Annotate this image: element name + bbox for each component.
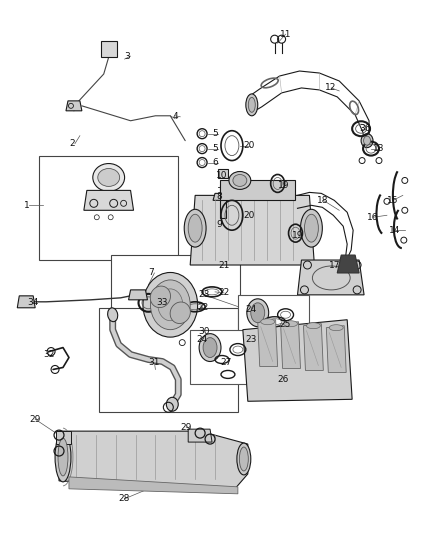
Text: 4: 4 xyxy=(172,112,178,122)
Polygon shape xyxy=(258,320,278,367)
Text: 15: 15 xyxy=(387,196,399,205)
Text: 22: 22 xyxy=(197,303,208,312)
Text: 10: 10 xyxy=(216,171,227,180)
Polygon shape xyxy=(188,429,212,442)
Ellipse shape xyxy=(158,289,183,321)
Polygon shape xyxy=(218,168,228,179)
Polygon shape xyxy=(213,193,237,200)
Bar xyxy=(190,330,262,384)
Polygon shape xyxy=(56,431,71,444)
Ellipse shape xyxy=(199,334,221,361)
Polygon shape xyxy=(59,431,248,489)
Ellipse shape xyxy=(229,172,251,189)
Text: 29: 29 xyxy=(29,415,41,424)
Ellipse shape xyxy=(247,299,268,327)
Bar xyxy=(111,255,240,354)
Text: 23: 23 xyxy=(198,290,209,300)
Ellipse shape xyxy=(233,174,247,187)
Ellipse shape xyxy=(150,280,190,330)
Ellipse shape xyxy=(329,325,343,330)
Bar xyxy=(238,295,309,352)
Text: 29: 29 xyxy=(180,423,191,432)
Polygon shape xyxy=(220,185,226,218)
Text: 21: 21 xyxy=(218,261,230,270)
Polygon shape xyxy=(326,326,346,373)
Text: 18: 18 xyxy=(318,196,329,205)
Ellipse shape xyxy=(283,321,297,327)
Ellipse shape xyxy=(188,214,202,242)
Text: 7: 7 xyxy=(148,269,154,278)
Ellipse shape xyxy=(166,397,178,411)
Text: 20: 20 xyxy=(244,141,255,150)
Ellipse shape xyxy=(304,214,318,242)
Ellipse shape xyxy=(251,303,265,322)
Text: 19: 19 xyxy=(292,231,303,240)
Text: 33: 33 xyxy=(156,298,168,308)
Text: 6: 6 xyxy=(212,158,218,167)
Text: 34: 34 xyxy=(27,298,39,308)
Ellipse shape xyxy=(364,136,371,145)
Polygon shape xyxy=(304,324,323,370)
Ellipse shape xyxy=(58,438,68,476)
Text: 32: 32 xyxy=(43,350,54,359)
Polygon shape xyxy=(220,181,294,200)
Ellipse shape xyxy=(261,319,275,325)
Text: 36: 36 xyxy=(359,124,371,133)
Text: 26: 26 xyxy=(278,375,289,384)
Text: 5: 5 xyxy=(212,129,218,138)
Ellipse shape xyxy=(55,432,71,482)
Ellipse shape xyxy=(240,447,248,471)
Ellipse shape xyxy=(248,98,255,112)
Polygon shape xyxy=(190,196,314,265)
Text: 22: 22 xyxy=(218,288,229,297)
Ellipse shape xyxy=(203,337,217,358)
Polygon shape xyxy=(17,296,35,308)
Ellipse shape xyxy=(237,443,251,475)
Ellipse shape xyxy=(108,308,118,321)
Ellipse shape xyxy=(93,164,124,191)
Text: 5: 5 xyxy=(212,144,218,153)
Polygon shape xyxy=(337,255,359,273)
Polygon shape xyxy=(297,260,364,295)
Text: 19: 19 xyxy=(278,181,289,190)
Text: 14: 14 xyxy=(389,225,400,235)
Polygon shape xyxy=(101,41,117,57)
Ellipse shape xyxy=(307,322,320,329)
Polygon shape xyxy=(281,322,300,368)
Ellipse shape xyxy=(246,94,258,116)
Text: 23: 23 xyxy=(246,335,257,344)
Polygon shape xyxy=(84,190,134,211)
Ellipse shape xyxy=(143,272,198,337)
Text: 30: 30 xyxy=(198,327,210,336)
Text: 31: 31 xyxy=(148,358,160,367)
Ellipse shape xyxy=(170,302,191,324)
Ellipse shape xyxy=(150,286,170,308)
Polygon shape xyxy=(66,101,82,111)
Polygon shape xyxy=(243,320,352,401)
Bar xyxy=(39,156,178,260)
Text: 27: 27 xyxy=(220,358,231,367)
Text: 12: 12 xyxy=(325,84,337,92)
Polygon shape xyxy=(69,477,238,494)
Text: 17: 17 xyxy=(329,261,341,270)
Ellipse shape xyxy=(184,209,206,247)
Text: 25: 25 xyxy=(279,320,291,329)
Polygon shape xyxy=(129,290,148,300)
Text: 28: 28 xyxy=(119,494,130,503)
Text: 2: 2 xyxy=(69,139,74,148)
Bar xyxy=(99,308,238,412)
Text: 1: 1 xyxy=(24,201,29,210)
Text: 13: 13 xyxy=(373,144,385,153)
Text: 11: 11 xyxy=(279,30,291,39)
Text: 9: 9 xyxy=(216,220,222,229)
Text: 3: 3 xyxy=(124,52,131,61)
Text: 24: 24 xyxy=(246,305,257,314)
Text: 16: 16 xyxy=(367,213,378,222)
Ellipse shape xyxy=(361,134,373,148)
Text: 8: 8 xyxy=(216,192,222,201)
Ellipse shape xyxy=(98,168,120,187)
Ellipse shape xyxy=(300,209,322,247)
Text: 24: 24 xyxy=(196,335,208,344)
Text: 20: 20 xyxy=(244,211,255,220)
